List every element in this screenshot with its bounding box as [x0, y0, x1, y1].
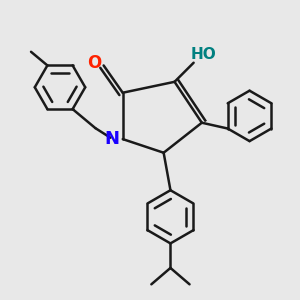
Text: HO: HO [190, 47, 216, 62]
Text: N: N [104, 130, 119, 148]
Text: O: O [87, 54, 101, 72]
